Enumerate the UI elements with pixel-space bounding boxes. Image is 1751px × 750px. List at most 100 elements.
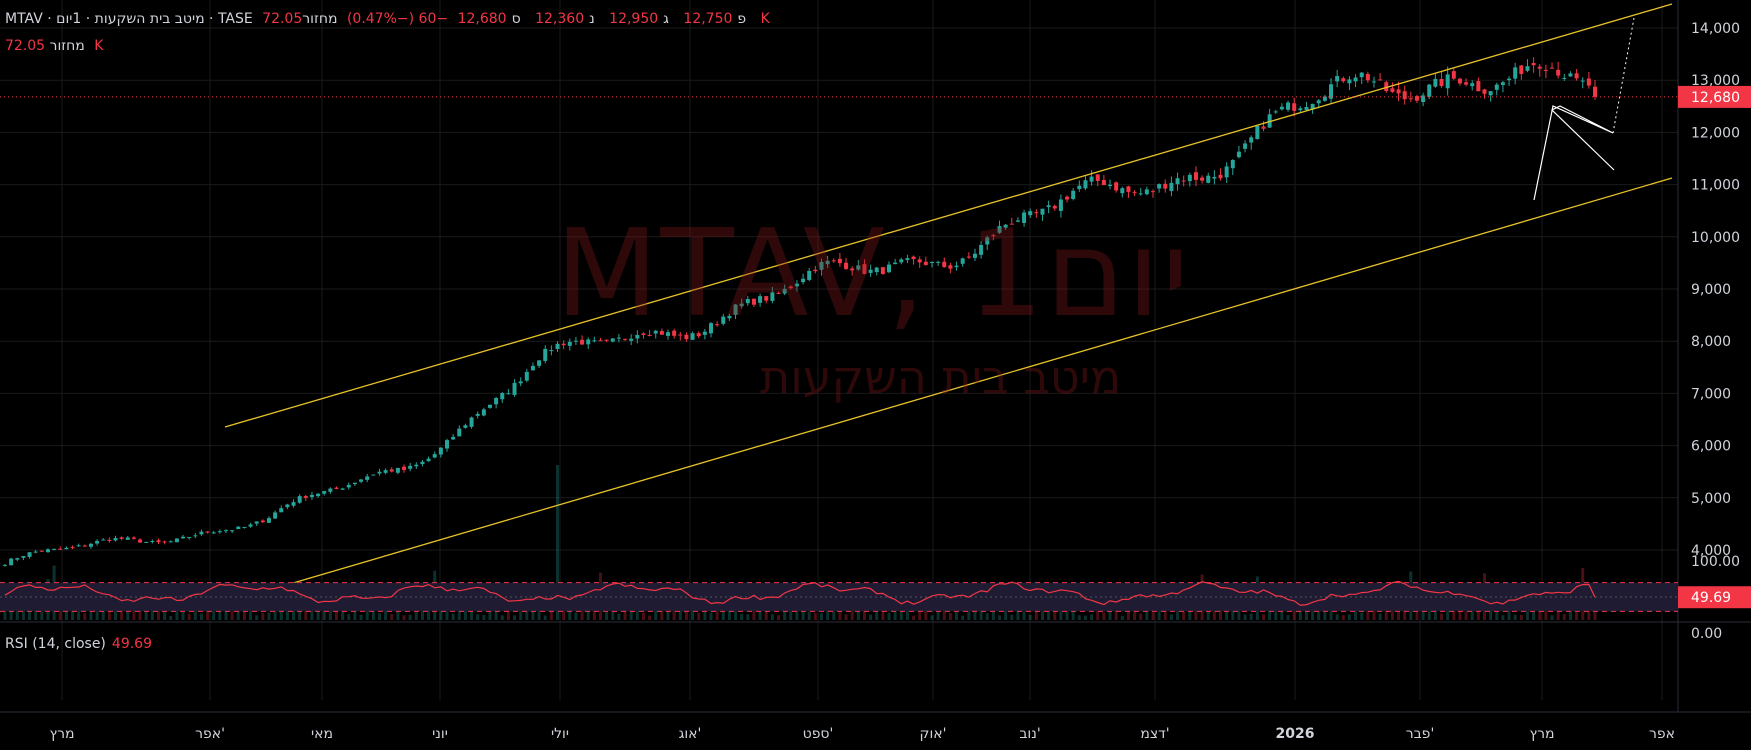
candle-body xyxy=(1396,89,1401,94)
volume-bar xyxy=(1390,607,1394,620)
rsi-legend[interactable]: RSI (14, close) 49.69 xyxy=(5,636,152,652)
volume-bar xyxy=(414,609,418,620)
symbol-line[interactable]: MTAV · מיטב בית השקעות · 1יום · TASE xyxy=(5,11,253,27)
candle-body xyxy=(524,371,529,381)
volume-bar xyxy=(1458,607,1462,620)
candle-body xyxy=(230,530,235,532)
volume-bar xyxy=(1268,608,1272,620)
candle-body xyxy=(782,288,787,294)
candle-body xyxy=(1089,176,1094,182)
candle-body xyxy=(1335,75,1340,82)
candle-body xyxy=(52,548,57,550)
candle-body xyxy=(1531,63,1536,66)
candle-body xyxy=(893,262,898,265)
volume-bar xyxy=(169,615,173,620)
price-tick-label: 11,000 xyxy=(1691,178,1740,194)
candle-body xyxy=(1507,78,1512,81)
volume-bar xyxy=(1090,614,1094,620)
volume-bar xyxy=(1525,610,1529,620)
candle-body xyxy=(745,298,750,304)
candle-body xyxy=(1261,126,1266,129)
candle-body xyxy=(1384,82,1389,92)
time-tick-label: מרץ xyxy=(1530,726,1555,742)
volume-bar xyxy=(844,614,848,620)
volume-bar xyxy=(255,615,259,620)
candle-body xyxy=(1108,184,1113,187)
candle-body xyxy=(801,278,806,283)
volume-bar xyxy=(445,607,449,620)
volume-bar xyxy=(396,609,400,620)
volume-bar xyxy=(310,603,314,620)
volume-bar xyxy=(114,603,118,620)
candle-body xyxy=(3,564,7,566)
candle-body xyxy=(76,545,81,547)
volume-bar xyxy=(1059,609,1063,620)
candle-body xyxy=(1433,78,1438,87)
time-tick-label: 2026 xyxy=(1276,726,1315,742)
ohlc-legend[interactable]: MTAV · מיטב בית השקעות · 1יום · TASE פ12… xyxy=(5,11,780,27)
volume-bar xyxy=(402,615,406,620)
candle-body xyxy=(1120,188,1125,194)
volume-bar xyxy=(64,611,68,620)
candle-body xyxy=(340,488,345,490)
candle-body xyxy=(445,440,450,449)
candle-body xyxy=(346,484,351,488)
candle-body xyxy=(377,471,382,474)
rsi-current-badge xyxy=(1678,586,1751,609)
candle-body xyxy=(193,535,198,537)
volume-bar xyxy=(1004,605,1008,620)
candle-body xyxy=(1058,199,1063,211)
candle-body xyxy=(291,502,296,506)
candle-body xyxy=(610,338,615,342)
candle-body xyxy=(457,428,462,437)
volume-bar xyxy=(1568,610,1572,620)
volume-legend[interactable]: מחזור 72.05 K xyxy=(5,38,108,54)
candle-body xyxy=(972,253,977,258)
volume-bar xyxy=(1010,614,1014,620)
candle-body xyxy=(64,548,69,550)
candle-body xyxy=(33,551,38,553)
volume-bar xyxy=(298,604,302,620)
candle-body xyxy=(1371,81,1376,83)
volume-bar xyxy=(580,603,584,620)
low-value: נ12,360 xyxy=(535,11,595,27)
volume-bar xyxy=(537,607,541,620)
volume-bar xyxy=(1489,608,1493,620)
candle-body xyxy=(174,538,179,543)
candle-body xyxy=(487,404,492,408)
volume-bar xyxy=(948,612,952,620)
volume-bar xyxy=(1329,609,1333,620)
candle-body xyxy=(1329,84,1334,99)
volume-bar xyxy=(359,614,363,620)
candle-body xyxy=(776,292,781,294)
volume-bar xyxy=(1212,603,1216,620)
candle-body xyxy=(1347,79,1352,84)
candle-body xyxy=(1071,190,1076,200)
volume-bar xyxy=(899,604,903,620)
volume-bar xyxy=(1219,611,1223,620)
volume-bar xyxy=(1372,606,1376,620)
candle-body xyxy=(1243,143,1248,149)
volume-bar xyxy=(494,607,498,620)
candle-body xyxy=(1427,84,1432,97)
candle-body xyxy=(1003,224,1008,228)
candle-body xyxy=(1451,71,1456,79)
volume-bar xyxy=(1575,612,1579,620)
candle-body xyxy=(500,393,505,400)
volume-bar xyxy=(562,604,566,620)
volume-bar xyxy=(1034,609,1038,620)
volume-bar xyxy=(801,604,805,620)
candle-body xyxy=(991,235,996,237)
volume-bar xyxy=(819,613,823,620)
candle-body xyxy=(1562,77,1567,79)
candle-body xyxy=(279,508,284,513)
change-value: −60 (−0.47%) xyxy=(346,11,449,27)
flag-projection xyxy=(1612,17,1635,134)
volume-bar xyxy=(1323,612,1327,620)
volume-bar xyxy=(973,605,977,620)
close-value: ס12,680 xyxy=(457,11,521,27)
candle-body xyxy=(224,530,229,532)
candle-body xyxy=(794,283,799,287)
